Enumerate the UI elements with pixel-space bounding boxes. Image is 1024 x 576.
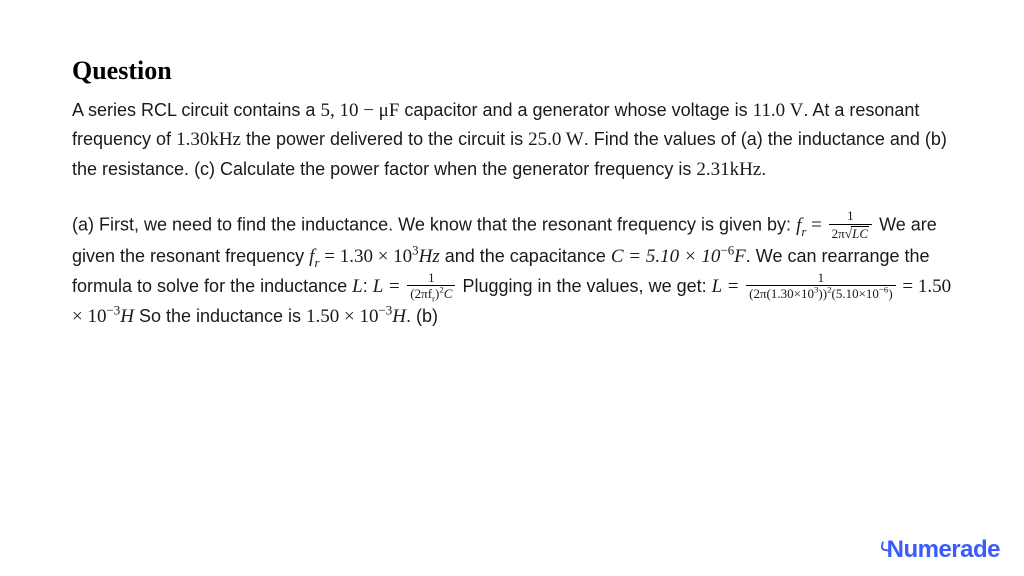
L-eq: L = [373, 276, 406, 297]
numerade-logo: Numerade [887, 536, 1000, 564]
q-text-1: A series RCL circuit contains a [72, 100, 320, 120]
q-freq2: 2.31kHz [696, 159, 761, 180]
question-heading: Question [72, 56, 952, 86]
a-text-1: (a) First, we need to find the inductanc… [72, 215, 796, 235]
c-value: C = 5.10 × 10−6F [611, 246, 746, 267]
L-eq-2: L = [712, 276, 745, 297]
fraction-2: 1(2πfr)2C [407, 271, 455, 301]
final-value: 1.50 × 10−3H [306, 306, 406, 327]
q-cap-value: 5, 10 − μF [320, 100, 399, 121]
a-text-7: . (b) [406, 306, 438, 326]
q-voltage: 11.0 V [753, 100, 804, 121]
fr-symbol: fr [796, 215, 806, 236]
q-power: 25.0 W [528, 129, 584, 150]
eq-2: = [319, 246, 339, 267]
a-text-6: So the inductance is [134, 306, 306, 326]
q-text-4: the power delivered to the circuit is [241, 129, 528, 149]
answer-text: (a) First, we need to find the inductanc… [72, 210, 952, 331]
L-symbol: L [352, 276, 363, 297]
question-text: A series RCL circuit contains a 5, 10 − … [72, 96, 952, 184]
colon: : [363, 276, 373, 296]
q-text-6: . [761, 159, 766, 179]
fraction-3: 1(2π(1.30×103))2(5.10×10−6) [746, 271, 896, 301]
logo-text: Numerade [887, 536, 1000, 564]
a-text-3: and the capacitance [440, 246, 611, 266]
q-text-2: capacitor and a generator whose voltage … [399, 100, 752, 120]
fr-symbol-2: fr [309, 246, 319, 267]
q-freq: 1.30kHz [176, 129, 241, 150]
spacer [72, 184, 952, 210]
fraction-1: 12πLC [829, 209, 872, 241]
content-area: Question A series RCL circuit contains a… [0, 0, 1024, 332]
a-text-5: Plugging in the values, we get: [462, 276, 711, 296]
eq-1: = [806, 215, 826, 236]
fr-value: 1.30 × 103Hz [340, 246, 440, 267]
